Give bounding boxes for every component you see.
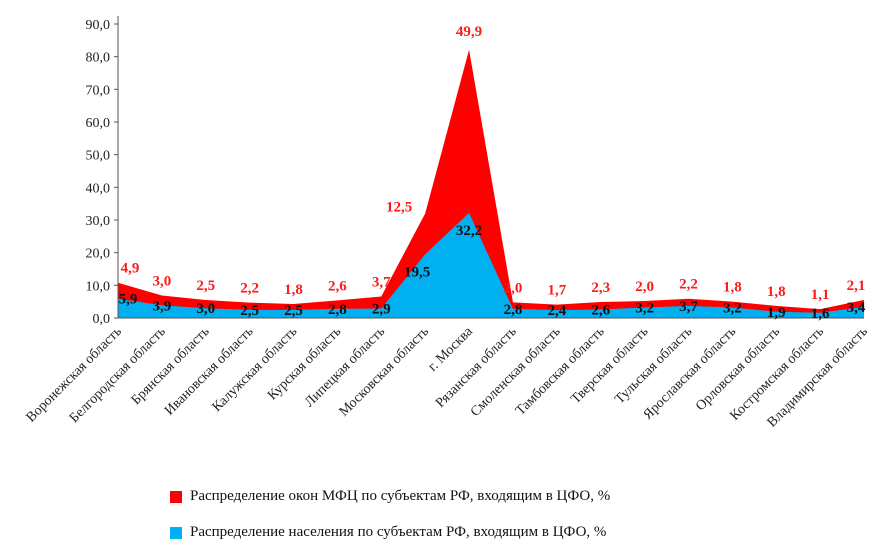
data-label-population: 2,8 xyxy=(504,302,523,318)
legend-label-windows: Распределение окон МФЦ по субъектам РФ, … xyxy=(190,488,611,504)
y-tick-label: 80,0 xyxy=(86,51,111,66)
data-label-windows: 12,5 xyxy=(386,199,412,215)
data-label-population: 3,0 xyxy=(196,301,215,317)
data-label-population: 3,9 xyxy=(153,298,172,314)
data-label-population: 2,5 xyxy=(284,303,303,319)
x-tick-label: Тульская область xyxy=(612,324,695,407)
data-label-population: 1,6 xyxy=(811,306,830,322)
data-label-population: 3,7 xyxy=(679,299,698,315)
y-tick-label: 10,0 xyxy=(86,279,111,294)
y-tick-label: 0,0 xyxy=(93,312,111,327)
data-label-windows: 2,1 xyxy=(847,278,866,294)
data-label-windows: 1,8 xyxy=(723,280,742,296)
y-tick-label: 90,0 xyxy=(86,18,111,33)
data-label-population: 1,9 xyxy=(767,305,786,321)
area-series-windows xyxy=(118,49,864,318)
data-label-windows: 2,5 xyxy=(196,278,215,294)
data-label-population: 2,8 xyxy=(328,302,347,318)
data-label-population: 19,5 xyxy=(404,264,430,280)
data-label-windows: 3,0 xyxy=(153,273,172,289)
y-tick-label: 30,0 xyxy=(86,214,111,229)
data-label-windows: 1,8 xyxy=(767,284,786,300)
legend-label-population: Распределение населения по субъектам РФ,… xyxy=(190,524,607,540)
data-label-windows: 2,3 xyxy=(591,280,610,296)
data-label-windows: 4,9 xyxy=(121,261,140,277)
y-tick-label: 40,0 xyxy=(86,181,111,196)
y-tick-label: 70,0 xyxy=(86,83,111,98)
data-label-population: 2,6 xyxy=(591,303,610,319)
data-label-windows: 49,9 xyxy=(456,24,482,40)
data-label-population: 5,9 xyxy=(119,292,138,308)
data-label-windows: 2,0 xyxy=(504,280,523,296)
data-label-population: 32,2 xyxy=(456,223,482,239)
data-label-population: 3,2 xyxy=(635,301,654,317)
legend-item-population: Распределение населения по субъектам РФ,… xyxy=(170,524,606,541)
data-label-windows: 2,6 xyxy=(328,278,347,294)
data-label-windows: 1,7 xyxy=(547,283,566,299)
y-tick-label: 60,0 xyxy=(86,116,111,131)
data-label-windows: 2,2 xyxy=(240,281,259,297)
x-tick-label: Калужская область xyxy=(210,324,301,415)
x-tick-label: Липецкая область xyxy=(302,324,388,410)
data-label-windows: 2,2 xyxy=(679,277,698,293)
data-label-population: 3,2 xyxy=(723,301,742,317)
legend-swatch-blue xyxy=(170,526,182,539)
x-tick-label: Брянская область xyxy=(129,324,213,408)
data-label-population: 2,4 xyxy=(547,303,566,319)
data-label-population: 2,5 xyxy=(240,303,259,319)
x-tick-label: Рязанская область xyxy=(433,324,520,411)
legend-item-windows: Распределение окон МФЦ по субъектам РФ, … xyxy=(170,488,610,505)
legend-swatch-red xyxy=(170,490,182,503)
data-label-windows: 1,8 xyxy=(284,282,303,298)
data-label-population: 2,9 xyxy=(372,302,391,318)
x-tick-label: Орловская область xyxy=(693,324,783,414)
data-label-windows: 1,1 xyxy=(811,287,830,303)
x-tick-label: Тверская область xyxy=(569,324,652,407)
data-label-windows: 2,0 xyxy=(635,279,654,295)
data-label-population: 3,4 xyxy=(847,300,866,316)
y-tick-label: 20,0 xyxy=(86,247,111,262)
area-series-population xyxy=(118,212,864,318)
y-tick-label: 50,0 xyxy=(86,149,111,164)
data-label-windows: 3,7 xyxy=(372,274,391,290)
